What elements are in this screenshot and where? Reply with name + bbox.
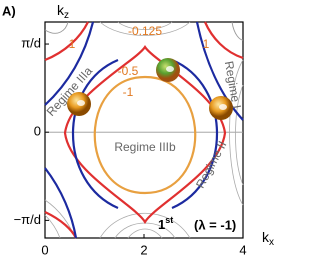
gray-contour	[229, 59, 244, 206]
order-suffix: st	[165, 215, 173, 225]
sphere-hole	[166, 66, 174, 72]
gray-contour	[44, 214, 61, 239]
contour-line	[44, 167, 78, 239]
x-axis-label: kx	[262, 229, 274, 248]
x-tick-label: 4	[239, 242, 246, 257]
gray-contour	[235, 84, 244, 186]
y-axis-label-sub: z	[64, 10, 69, 21]
contour-label: -1	[123, 85, 134, 99]
contour-label: 1	[203, 37, 210, 51]
region-label: Regime IIIb	[114, 140, 176, 154]
contour-label: 1	[69, 37, 76, 51]
order-number: 1	[158, 217, 165, 232]
x-axis-label-main: k	[262, 229, 270, 245]
x-tick-label: 2	[140, 242, 147, 257]
contour-line	[44, 21, 89, 62]
contour-line	[93, 75, 197, 195]
y-axis-label-main: k	[57, 2, 65, 18]
y-tick-label: 0	[34, 124, 41, 139]
x-axis-label-sub: x	[269, 237, 274, 248]
contour-line	[203, 21, 244, 60]
gray-contour	[99, 212, 191, 239]
contour-line	[171, 58, 219, 210]
contour-label: -0.5	[118, 64, 139, 78]
order-label: 1st	[158, 215, 173, 232]
plot-frame	[44, 21, 244, 239]
y-tick-label: −π/d	[14, 212, 41, 227]
x-tick-label: 0	[41, 242, 48, 257]
y-tick-label: π/d	[21, 35, 41, 50]
contour-line	[71, 58, 119, 210]
figure-label: A)	[2, 3, 16, 18]
contour-line	[44, 21, 95, 106]
sphere-hole	[219, 104, 227, 110]
gray-contour	[127, 228, 163, 239]
region-label: Regime II	[193, 139, 229, 191]
lambda-note: (λ = -1)	[194, 217, 236, 232]
sphere-hole	[77, 100, 85, 106]
y-axis-label: kz	[57, 2, 69, 21]
contour-line	[231, 21, 244, 41]
contour-line	[195, 21, 244, 121]
contour-label: -0.125	[128, 24, 162, 38]
gray-contour	[99, 21, 191, 36]
contour-line	[44, 21, 69, 34]
gray-contour	[117, 21, 173, 30]
